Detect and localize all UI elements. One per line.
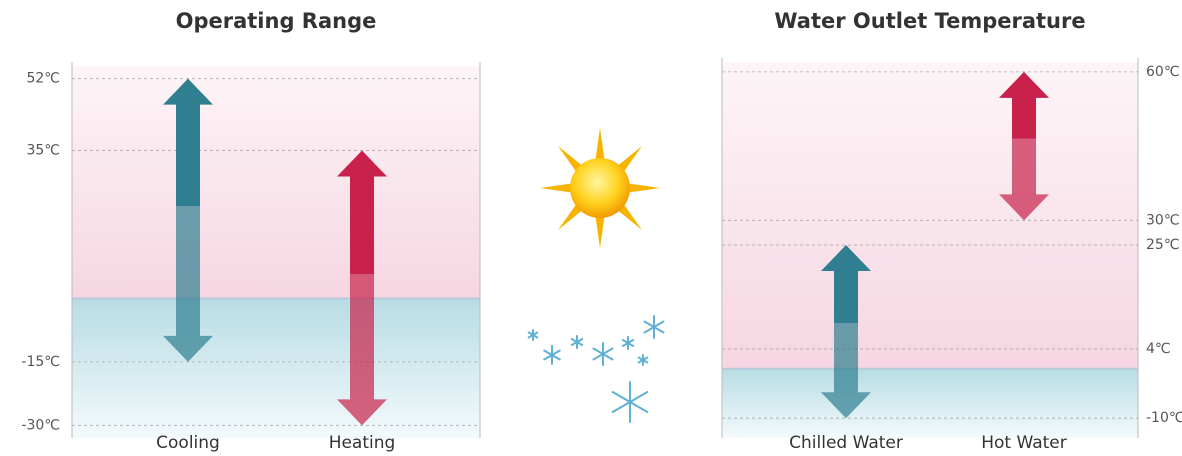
category-label: Hot Water <box>981 433 1067 453</box>
snowflake-stroke <box>637 356 649 364</box>
y-tick-label: 52℃ <box>26 71 60 87</box>
range-arrow <box>821 245 871 419</box>
range-arrow <box>163 78 213 362</box>
y-tick-label: -15℃ <box>21 354 60 370</box>
snowflake-icons <box>527 315 665 423</box>
category-label: Cooling <box>156 433 220 453</box>
cold-zone <box>72 298 480 438</box>
sun-icon <box>540 128 660 248</box>
snowflake-stroke <box>527 331 539 339</box>
range-arrow <box>337 150 387 426</box>
y-tick-label: -30℃ <box>21 417 60 433</box>
chart-title: Operating Range <box>176 9 377 33</box>
snowflake-stroke <box>570 338 584 346</box>
y-tick-label: 25℃ <box>1146 237 1180 253</box>
snowflake-stroke <box>643 320 665 334</box>
y-tick-label: -10℃ <box>1146 410 1182 426</box>
category-label: Heating <box>329 433 396 453</box>
snowflake-stroke <box>543 349 561 361</box>
y-tick-label: 60℃ <box>1146 64 1180 80</box>
snowflake-stroke <box>621 339 635 347</box>
warm-zone <box>722 62 1138 369</box>
snowflake-stroke <box>592 347 614 361</box>
chart-title: Water Outlet Temperature <box>774 9 1085 33</box>
snowflake-stroke <box>611 391 649 413</box>
cold-zone <box>722 368 1138 438</box>
category-label: Chilled Water <box>789 433 903 453</box>
warm-zone <box>72 66 480 299</box>
y-tick-label: 4℃ <box>1146 341 1171 357</box>
y-tick-label: 35℃ <box>26 143 60 159</box>
y-tick-label: 30℃ <box>1146 212 1180 228</box>
range-arrow <box>999 71 1049 221</box>
